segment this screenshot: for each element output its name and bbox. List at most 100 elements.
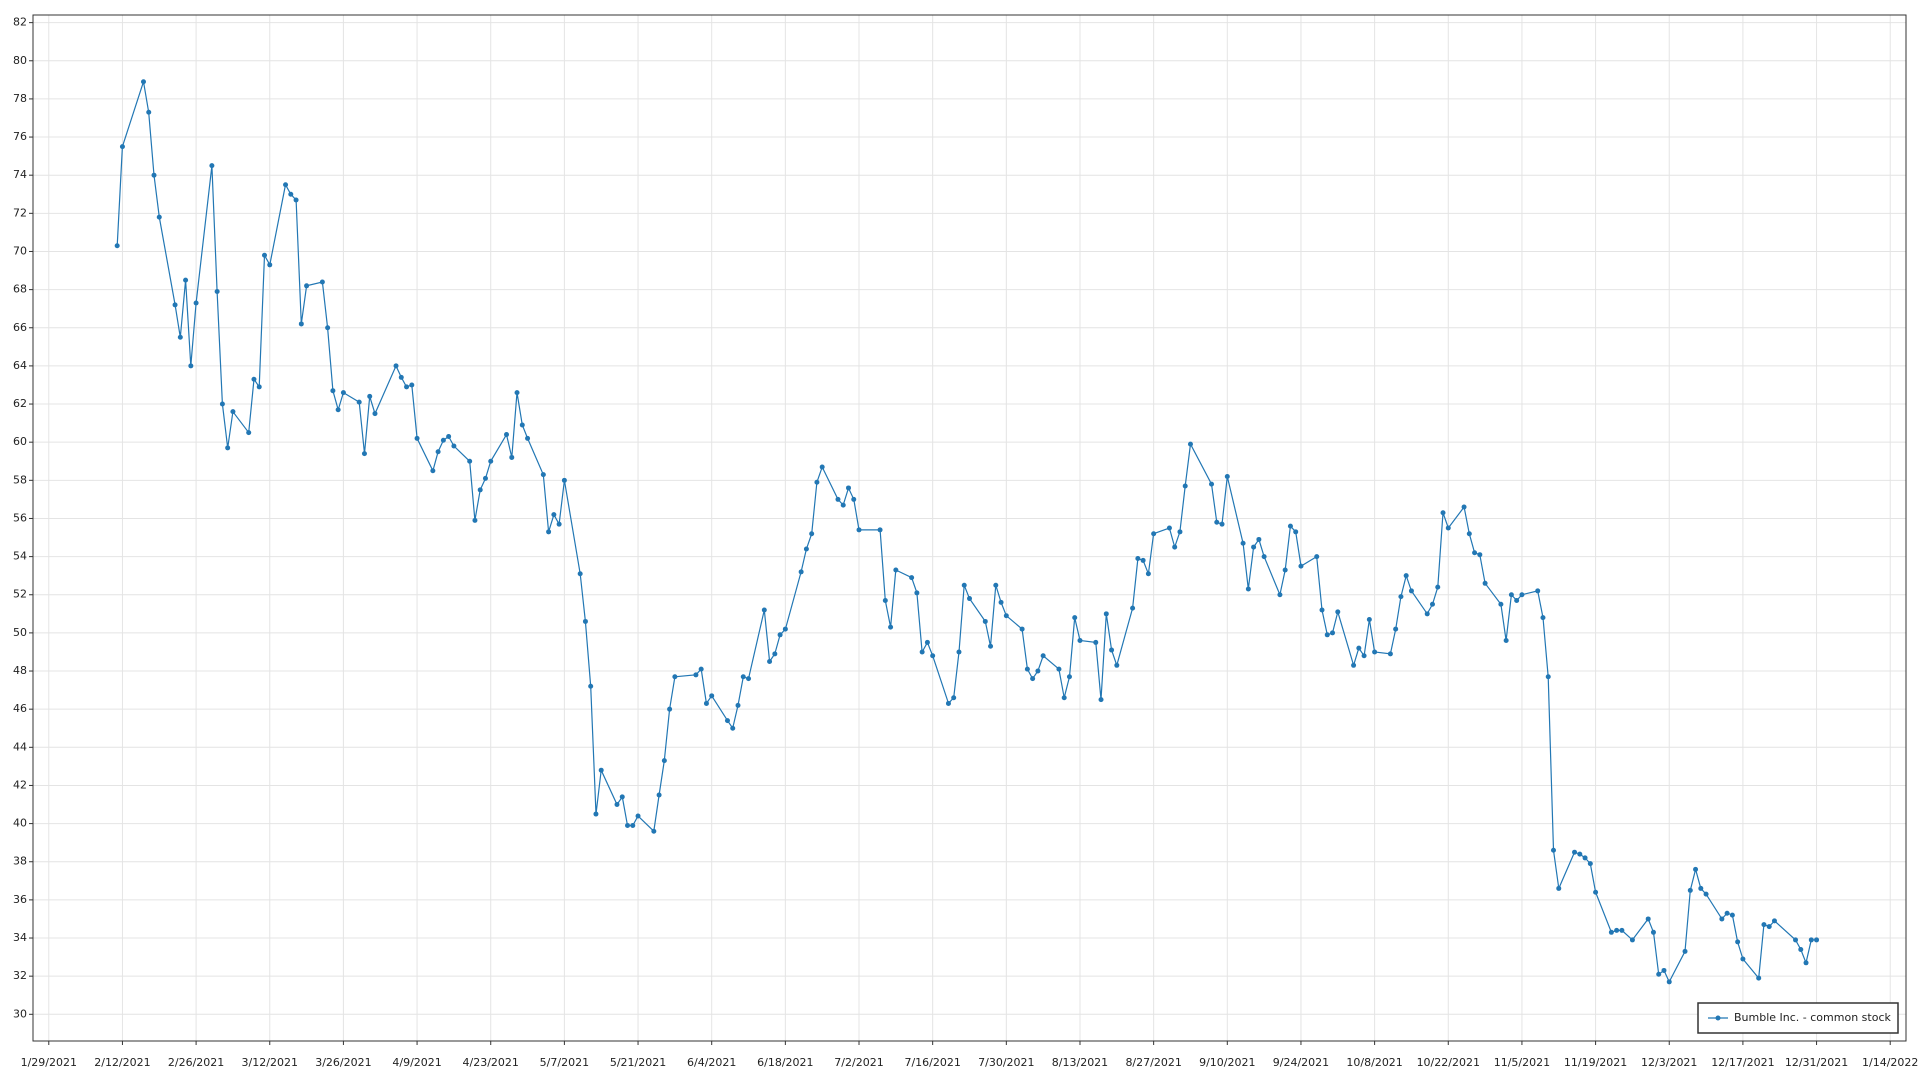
y-tick-label: 72 <box>13 206 27 219</box>
legend-swatch <box>1715 1015 1721 1021</box>
point <box>814 479 820 485</box>
point <box>1661 967 1667 973</box>
x-tick-label: 3/12/2021 <box>242 1056 298 1069</box>
point <box>1398 594 1404 600</box>
y-tick-label: 54 <box>13 550 27 563</box>
point <box>330 388 336 394</box>
point <box>1682 948 1688 954</box>
point <box>1808 937 1814 943</box>
point <box>1256 536 1262 542</box>
point <box>798 569 804 575</box>
point <box>504 432 510 438</box>
point <box>467 458 473 464</box>
point <box>730 725 736 731</box>
x-tick-label: 4/9/2021 <box>392 1056 441 1069</box>
point <box>672 674 678 680</box>
point <box>1540 615 1546 621</box>
point <box>1498 601 1504 607</box>
point <box>1466 531 1472 537</box>
y-tick-label: 62 <box>13 397 27 410</box>
point <box>1135 556 1141 562</box>
y-tick-label: 82 <box>13 16 27 29</box>
point <box>951 695 957 701</box>
point <box>1098 697 1104 703</box>
point <box>772 651 778 657</box>
point <box>1130 605 1136 611</box>
point <box>477 487 483 493</box>
point <box>219 401 225 407</box>
x-tick-label: 2/26/2021 <box>168 1056 224 1069</box>
point <box>856 527 862 533</box>
point <box>1151 531 1157 537</box>
point <box>446 433 452 439</box>
y-tick-label: 36 <box>13 893 27 906</box>
point <box>588 683 594 689</box>
point <box>1298 563 1304 569</box>
point <box>1535 588 1541 594</box>
point <box>1793 937 1799 943</box>
point <box>809 531 815 537</box>
point <box>1366 617 1372 623</box>
point <box>1614 927 1620 933</box>
point <box>1503 638 1509 644</box>
point <box>267 262 273 268</box>
point <box>1666 979 1672 985</box>
point <box>356 399 362 405</box>
point <box>1361 653 1367 659</box>
point <box>1061 695 1067 701</box>
point <box>1650 929 1656 935</box>
point <box>1240 540 1246 546</box>
point <box>393 363 399 369</box>
x-tick-label: 9/10/2021 <box>1199 1056 1255 1069</box>
point <box>183 277 189 283</box>
point <box>367 393 373 399</box>
y-tick-label: 76 <box>13 130 27 143</box>
point <box>1387 651 1393 657</box>
point <box>1093 639 1099 645</box>
point <box>1145 571 1151 577</box>
point <box>430 468 436 474</box>
point <box>1740 956 1746 962</box>
point <box>335 407 341 413</box>
line <box>116 81 1817 984</box>
point <box>261 252 267 258</box>
point <box>1335 609 1341 615</box>
point <box>1172 544 1178 550</box>
point <box>1182 483 1188 489</box>
point <box>877 527 883 533</box>
x-tick-label: 7/2/2021 <box>834 1056 883 1069</box>
point <box>361 451 367 457</box>
point <box>945 700 951 706</box>
y-tick-label: 70 <box>13 244 27 257</box>
point <box>1556 885 1562 891</box>
point <box>293 197 299 203</box>
point <box>482 475 488 481</box>
point <box>546 529 552 535</box>
point <box>777 632 783 638</box>
point <box>1072 615 1078 621</box>
point <box>803 546 809 552</box>
point <box>414 435 420 441</box>
point <box>288 191 294 197</box>
point <box>156 214 162 220</box>
point <box>577 571 583 577</box>
point <box>1435 584 1441 590</box>
point <box>1798 946 1804 952</box>
y-tick-label: 68 <box>13 283 27 296</box>
point <box>440 437 446 443</box>
x-tick-label: 8/13/2021 <box>1052 1056 1108 1069</box>
point <box>888 624 894 630</box>
point <box>1482 580 1488 586</box>
point <box>1756 975 1762 981</box>
point <box>230 409 236 415</box>
point <box>1066 674 1072 680</box>
point <box>740 674 746 680</box>
point <box>845 485 851 491</box>
point <box>514 390 520 396</box>
point <box>656 792 662 798</box>
point <box>1224 474 1230 480</box>
point <box>1508 592 1514 598</box>
x-tick-label: 11/5/2021 <box>1494 1056 1550 1069</box>
point <box>1214 519 1220 525</box>
